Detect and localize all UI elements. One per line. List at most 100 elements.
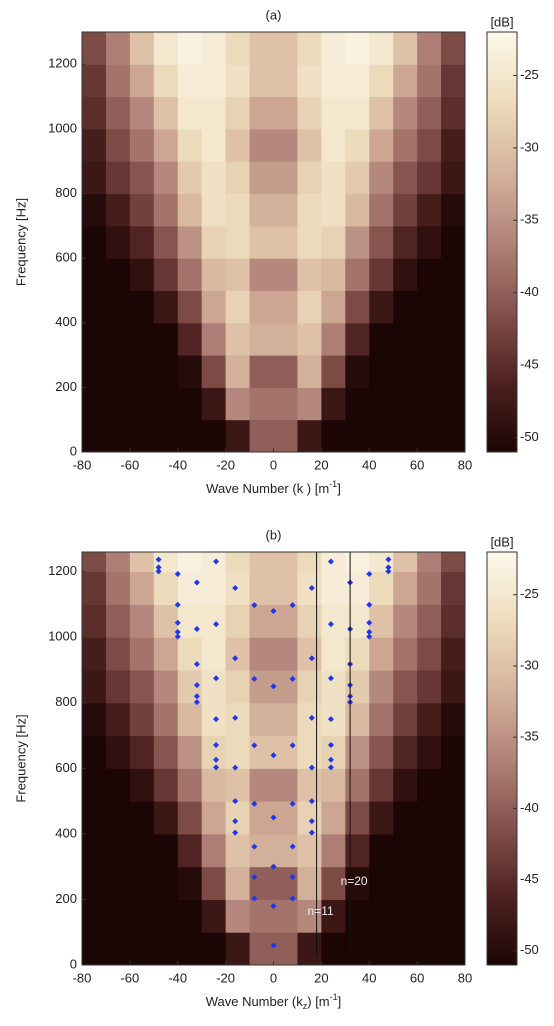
heatmap-cell (249, 32, 274, 65)
heatmap-cell (249, 258, 274, 291)
heatmap-cell (297, 866, 322, 900)
heatmap-cell (273, 768, 298, 802)
y-tick-label: 800 (55, 694, 77, 709)
curve-point (308, 798, 315, 805)
heatmap-cell (82, 387, 107, 421)
heatmap-cell (393, 322, 418, 356)
heatmap-cell (105, 866, 131, 900)
heatmap-cell (201, 96, 227, 130)
heatmap-cell (153, 225, 179, 259)
heatmap-cell (177, 387, 203, 421)
heatmap-cell (201, 552, 227, 573)
heatmap-cell (273, 670, 298, 704)
curve-point (213, 742, 220, 749)
heatmap-cell (82, 225, 107, 259)
heatmap-cell (321, 571, 346, 605)
heatmap-cell (177, 932, 203, 965)
heatmap-cell (105, 604, 131, 638)
heatmap-cell (249, 768, 274, 802)
heatmap-cell (321, 161, 346, 195)
heatmap-cell (369, 637, 394, 671)
heatmap-cell (417, 355, 442, 388)
curve-point (193, 682, 200, 689)
curve-point (251, 800, 258, 807)
heatmap-cell (201, 768, 227, 802)
curve-point (251, 895, 258, 902)
heatmap-cell (129, 225, 155, 259)
heatmap-cell (417, 735, 442, 769)
x-tick-label: -20 (216, 970, 235, 985)
curve-point (270, 903, 277, 909)
curve-point (366, 601, 373, 608)
heatmap-cell (393, 768, 418, 802)
heatmap-cell (273, 225, 298, 259)
heatmap-cell (345, 419, 370, 452)
heatmap-cell (273, 322, 298, 356)
heatmap-cell (153, 32, 179, 65)
heatmap-cell (225, 833, 251, 868)
curve-point (366, 570, 373, 577)
curve-point (327, 558, 334, 565)
curve-point (308, 585, 315, 592)
heatmap-cell (417, 932, 442, 965)
heatmap-cell (177, 322, 203, 356)
heatmap-cell (345, 899, 370, 933)
colorbar-tick-label: -50 (520, 429, 539, 444)
heatmap-cell (153, 571, 179, 605)
heatmap-cell (105, 637, 131, 671)
heatmap-cell (177, 32, 203, 65)
heatmap-cell (369, 64, 394, 98)
heatmap-cell (345, 768, 370, 802)
heatmap-cell (225, 161, 251, 195)
heatmap-cell (297, 833, 322, 868)
heatmap-cell (249, 702, 274, 737)
heatmap-cell (369, 932, 394, 965)
heatmap-cell (177, 801, 203, 835)
heatmap-cell (369, 833, 394, 868)
heatmap-cell (345, 225, 370, 259)
y-tick-label: 800 (55, 185, 77, 200)
x-tick-label: 80 (458, 970, 472, 985)
heatmap-cell (369, 161, 394, 195)
heatmap-cell (129, 735, 155, 769)
x-tick-label: 0 (270, 970, 277, 985)
heatmap-cell (82, 96, 107, 130)
colorbar-tick-label: -25 (520, 67, 539, 82)
x-axis-title-part: ) [m (307, 994, 329, 1009)
heatmap-cell (369, 225, 394, 259)
heatmap-cell (82, 932, 107, 965)
heatmap-cell (297, 225, 322, 259)
heatmap-cell (417, 96, 442, 130)
curve-point (251, 602, 258, 609)
heatmap-cell (441, 670, 465, 704)
heatmap-cell (129, 604, 155, 638)
heatmap-cell (321, 387, 346, 421)
heatmap-cell (273, 702, 298, 737)
heatmap-cell (297, 801, 322, 835)
curve-point (289, 843, 296, 850)
heatmap-cell (393, 833, 418, 868)
heatmap-cell (369, 702, 394, 737)
heatmap-cell (345, 387, 370, 421)
heatmap-cell (129, 932, 155, 965)
heatmap-cell (249, 637, 274, 671)
heatmap-cell (249, 571, 274, 605)
x-tick-label: -40 (168, 970, 187, 985)
heatmap-cell (417, 768, 442, 802)
heatmap-cell (105, 161, 131, 195)
heatmap-cell (177, 702, 203, 737)
heatmap-cell (105, 552, 131, 573)
heatmap-cell (129, 419, 155, 452)
heatmap-cell (129, 702, 155, 737)
heatmap-cell (417, 866, 442, 900)
heatmap-cell (105, 355, 131, 388)
heatmap-cell (345, 866, 370, 900)
heatmap-cell (225, 768, 251, 802)
heatmap-cell (297, 355, 322, 388)
curve-point (327, 764, 334, 771)
heatmap-cell (249, 735, 274, 769)
heatmap-cell (249, 932, 274, 965)
x-tick-label: 60 (410, 457, 424, 472)
heatmap-cell (225, 670, 251, 704)
heatmap-cell (393, 161, 418, 195)
